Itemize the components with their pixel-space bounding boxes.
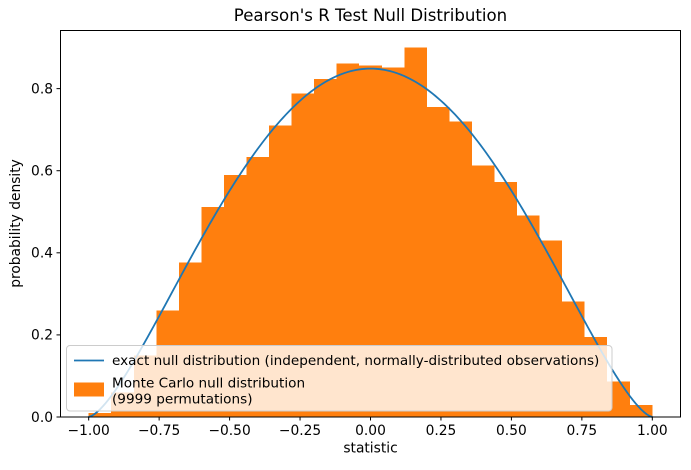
exact-null-curve: [87, 67, 654, 418]
x-tick-label: 1.00: [637, 423, 668, 439]
legend-label-montecarlo-line2: (9999 permutations): [112, 392, 253, 408]
x-tick-label: 0.50: [496, 423, 527, 439]
legend-patch-sample: [74, 382, 104, 397]
x-tick-label: −0.75: [138, 423, 180, 439]
y-tick-label: 0.2: [31, 328, 53, 344]
histogram-bar: [336, 63, 360, 417]
histogram-bar: [269, 125, 292, 417]
histogram-bar: [426, 107, 450, 417]
y-tick-label: 0.0: [31, 410, 53, 426]
x-tick-label: 0.00: [355, 423, 386, 439]
histogram-bar: [607, 381, 630, 417]
histogram-bar: [404, 47, 427, 417]
x-tick-label: −0.25: [279, 423, 321, 439]
legend-frame: [66, 345, 613, 412]
x-tick-label: 0.75: [566, 423, 597, 439]
legend-label-montecarlo-line1: Monte Carlo null distribution: [112, 376, 305, 392]
x-axis-label: statistic: [343, 441, 397, 457]
histogram-bar: [449, 121, 472, 417]
x-tick-label: −0.50: [208, 423, 250, 439]
y-axis: 0.0 0.2 0.4 0.6 0.8: [31, 81, 61, 426]
y-tick-label: 0.8: [31, 81, 53, 97]
x-tick-label: 0.25: [426, 423, 457, 439]
histogram-bar: [359, 65, 382, 418]
y-tick-label: 0.4: [31, 246, 53, 262]
y-axis-label: probability density: [8, 159, 24, 288]
x-tick-label: −1.00: [68, 423, 110, 439]
histogram-bar: [381, 67, 405, 417]
legend-label-exact: exact null distribution (independent, no…: [112, 353, 599, 369]
x-axis: −1.00 −0.75 −0.50 −0.25 0.00 0.25 0.50 0.75 1.00: [68, 417, 668, 439]
histogram-bar: [88, 412, 112, 417]
chart-title: Pearson's R Test Null Distribution: [234, 6, 507, 25]
histogram-bar: [629, 405, 653, 417]
legend: exact null distribution (independent, no…: [66, 345, 613, 412]
y-tick-label: 0.6: [31, 164, 53, 180]
histogram-bar: [291, 93, 315, 417]
histogram-bar: [314, 78, 337, 417]
